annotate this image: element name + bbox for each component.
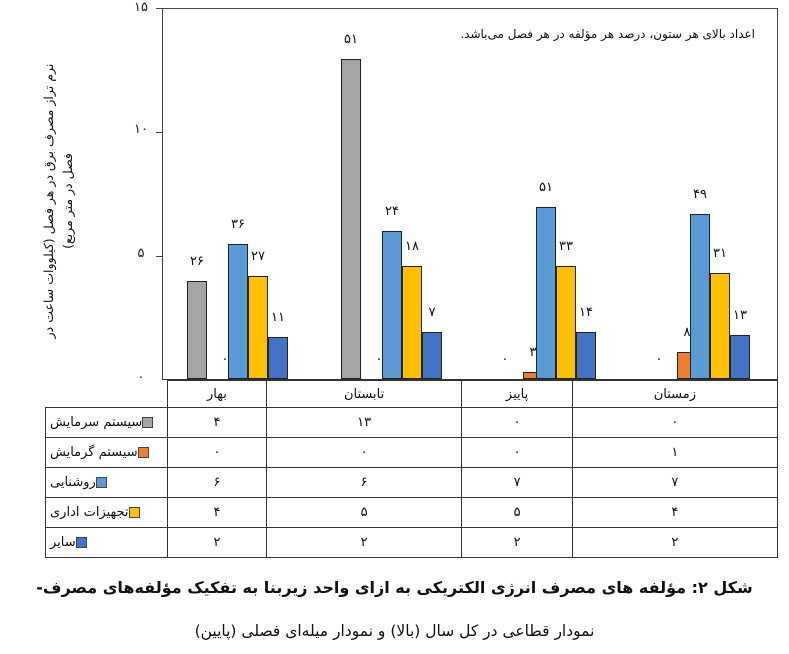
bar bbox=[187, 281, 207, 379]
table-cell: ۴ bbox=[571, 497, 779, 528]
bar-value-label: ۳۱ bbox=[713, 246, 727, 261]
table-cell: ۵ bbox=[461, 497, 573, 528]
chart-annotation: اعداد بالای هر ستون، درصد هر مؤلفه در هر… bbox=[460, 27, 755, 41]
y-tick-10: ۱۰ bbox=[134, 122, 148, 137]
bar-value-label: ۰ bbox=[655, 352, 663, 367]
bar-value-label: ۵۱ bbox=[539, 180, 553, 195]
bar-value-label: ۱۴ bbox=[579, 305, 593, 320]
table-cell: ۶ bbox=[265, 467, 463, 498]
figure-caption-line-1: شکل ۲: مؤلفه های مصرف انرژی الکتریکی به … bbox=[36, 578, 753, 597]
bar bbox=[576, 332, 596, 379]
bar-value-label: ۷ bbox=[428, 305, 436, 320]
table-cell: ۰ bbox=[167, 437, 267, 468]
legend-swatch-icon bbox=[128, 507, 140, 518]
tick-mark bbox=[156, 132, 162, 133]
bar-value-label: ۵۱ bbox=[344, 32, 358, 47]
legend-label: سیستم سرمایش bbox=[50, 415, 143, 430]
legend-other: سایر bbox=[45, 527, 168, 558]
bar-value-label: ۲۶ bbox=[190, 254, 204, 269]
tick-mark bbox=[156, 8, 162, 9]
table-row: سیستم سرمایش ۴ ۱۳ ۰ ۰ bbox=[45, 407, 779, 438]
tick-mark bbox=[156, 256, 162, 257]
table-row: سایر ۲ ۲ ۲ ۲ bbox=[45, 527, 779, 558]
table-header-row: بهار تابستان پاییز زمستان bbox=[45, 380, 779, 408]
bar bbox=[228, 244, 248, 379]
bar bbox=[730, 335, 750, 379]
legend-label: تجهیزات اداری bbox=[50, 505, 129, 520]
y-axis-label: نرم تراز مصرف برق در هر فصل (کیلووات ساع… bbox=[41, 63, 75, 339]
data-table: بهار تابستان پاییز زمستان سیستم سرمایش ۴… bbox=[45, 380, 779, 558]
bar-value-label: ۰ bbox=[375, 352, 383, 367]
y-tick-5: ۵ bbox=[137, 246, 145, 261]
legend-swatch-icon bbox=[137, 447, 149, 458]
figure-caption-line-2: نمودار قطاعی در کل سال (بالا) و نمودار م… bbox=[194, 622, 595, 640]
bar bbox=[248, 276, 268, 379]
table-row: تجهیزات اداری ۴ ۵ ۵ ۴ bbox=[45, 497, 779, 528]
bar-value-label: ۱۸ bbox=[405, 239, 419, 254]
header-spring: بهار bbox=[167, 380, 267, 408]
bar-value-label: ۴۹ bbox=[693, 187, 707, 202]
legend-label: روشنایی bbox=[50, 475, 96, 490]
bar bbox=[268, 337, 288, 379]
bar-value-label: ۲۴ bbox=[385, 204, 399, 219]
bar-value-label: ۳ bbox=[529, 345, 537, 360]
y-tick-15: ۱۵ bbox=[134, 0, 148, 15]
bar-value-label: ۸ bbox=[683, 325, 691, 340]
header-autumn: پاییز bbox=[461, 380, 573, 408]
table-cell: ۴ bbox=[167, 497, 267, 528]
bar bbox=[422, 332, 442, 379]
table-cell: ۱ bbox=[571, 437, 779, 468]
table-cell: ۷ bbox=[461, 467, 573, 498]
table-cell: ۴ bbox=[167, 407, 267, 438]
header-winter: زمستان bbox=[571, 380, 779, 408]
table-cell: ۵ bbox=[265, 497, 463, 528]
legend-label: سایر bbox=[50, 535, 76, 550]
bar bbox=[382, 231, 402, 379]
table-row: سیستم گرمایش ۰ ۰ ۰ ۱ bbox=[45, 437, 779, 468]
table-cell: ۶ bbox=[167, 467, 267, 498]
table-cell: ۷ bbox=[571, 467, 779, 498]
table-cell: ۲ bbox=[167, 527, 267, 558]
legend-swatch-icon bbox=[95, 477, 107, 488]
legend-heating: سیستم گرمایش bbox=[45, 437, 168, 468]
bar bbox=[690, 214, 710, 379]
table-cell: ۲ bbox=[265, 527, 463, 558]
table-cell: ۲ bbox=[461, 527, 573, 558]
bar-value-label: ۰ bbox=[221, 352, 229, 367]
bar-value-label: ۳۳ bbox=[559, 239, 573, 254]
table-cell: ۰ bbox=[461, 407, 573, 438]
table-row: روشنایی ۶ ۶ ۷ ۷ bbox=[45, 467, 779, 498]
legend-swatch-icon bbox=[142, 417, 154, 428]
bar bbox=[341, 59, 361, 379]
legend-lighting: روشنایی bbox=[45, 467, 168, 498]
header-summer: تابستان bbox=[265, 380, 463, 408]
legend-label: سیستم گرمایش bbox=[50, 445, 138, 460]
legend-office-equipment: تجهیزات اداری bbox=[45, 497, 168, 528]
table-cell: ۰ bbox=[461, 437, 573, 468]
bar bbox=[556, 266, 576, 379]
table-cell: ۱۳ bbox=[265, 407, 463, 438]
bar-value-label: ۳۶ bbox=[231, 217, 245, 232]
bar-value-label: ۱۱ bbox=[271, 310, 285, 325]
bar-value-label: ۱۳ bbox=[733, 308, 747, 323]
bar bbox=[536, 207, 556, 379]
table-cell: ۰ bbox=[571, 407, 779, 438]
plot-area: اعداد بالای هر ستون، درصد هر مؤلفه در هر… bbox=[162, 8, 778, 380]
legend-cooling: سیستم سرمایش bbox=[45, 407, 168, 438]
table-cell: ۰ bbox=[265, 437, 463, 468]
y-tick-0: ۰ bbox=[137, 370, 145, 385]
table-cell: ۲ bbox=[571, 527, 779, 558]
bar-value-label: ۰ bbox=[501, 352, 509, 367]
table-corner bbox=[45, 380, 168, 408]
bar bbox=[402, 266, 422, 379]
legend-swatch-icon bbox=[75, 537, 87, 548]
bar bbox=[710, 273, 730, 379]
bar-value-label: ۲۷ bbox=[251, 249, 265, 264]
